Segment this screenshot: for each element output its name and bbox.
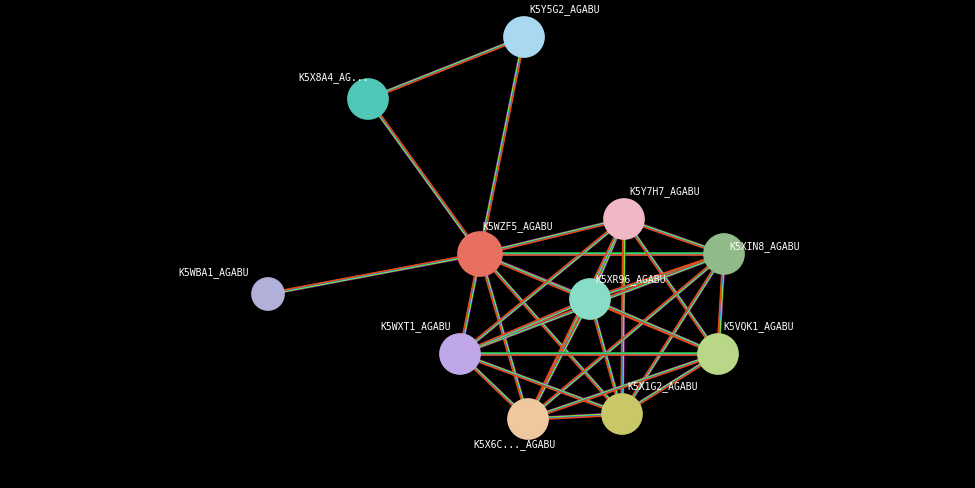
Text: K5XR96_AGABU: K5XR96_AGABU <box>595 274 666 285</box>
Circle shape <box>252 279 284 310</box>
Circle shape <box>504 18 544 58</box>
Text: K5Y7H7_AGABU: K5Y7H7_AGABU <box>629 186 699 197</box>
Text: K5WBA1_AGABU: K5WBA1_AGABU <box>178 267 249 278</box>
Text: K5VQK1_AGABU: K5VQK1_AGABU <box>723 321 794 332</box>
Circle shape <box>704 235 744 274</box>
Text: K5X6C..._AGABU: K5X6C..._AGABU <box>473 439 555 449</box>
Circle shape <box>458 232 502 276</box>
Circle shape <box>602 394 642 434</box>
Text: K5XIN8_AGABU: K5XIN8_AGABU <box>729 241 799 252</box>
Text: K5Y5G2_AGABU: K5Y5G2_AGABU <box>529 4 600 16</box>
Circle shape <box>440 334 480 374</box>
Circle shape <box>570 280 610 319</box>
Text: K5X8A4_AG...: K5X8A4_AG... <box>298 72 369 83</box>
Circle shape <box>698 334 738 374</box>
Circle shape <box>348 80 388 120</box>
Circle shape <box>508 399 548 439</box>
Text: K5WZF5_AGABU: K5WZF5_AGABU <box>482 221 553 232</box>
Text: K5WXT1_AGABU: K5WXT1_AGABU <box>380 321 450 332</box>
Text: K5X1G2_AGABU: K5X1G2_AGABU <box>627 381 697 392</box>
Circle shape <box>604 200 644 240</box>
